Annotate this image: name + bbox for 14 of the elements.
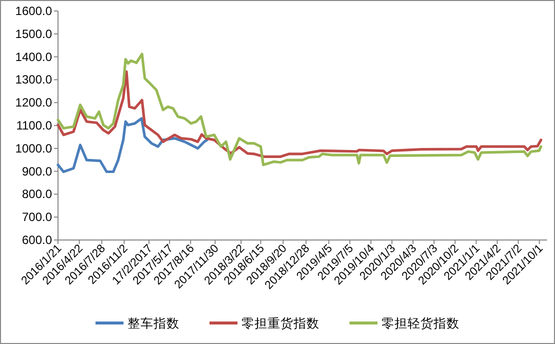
y-tick-label: 1100.0	[16, 118, 52, 132]
y-tick-label: 900.0	[22, 164, 52, 178]
y-tick-label: 600.0	[22, 233, 52, 247]
y-tick-label: 1300.0	[15, 72, 52, 87]
y-tick-label: 1000.0	[15, 141, 52, 156]
legend-label: 整车指数	[128, 316, 180, 330]
y-tick-label: 800.0	[22, 187, 52, 202]
y-tick-label: 700.0	[22, 210, 52, 224]
legend-label: 零担轻货指数	[382, 316, 460, 330]
y-tick-label: 1600.0	[15, 4, 52, 18]
legend-label: 零担重货指数	[242, 316, 320, 330]
y-tick-label: 1200.0	[15, 96, 52, 110]
y-tick-label: 1400.0	[15, 50, 52, 64]
y-tick-label: 1500.0	[15, 26, 52, 41]
